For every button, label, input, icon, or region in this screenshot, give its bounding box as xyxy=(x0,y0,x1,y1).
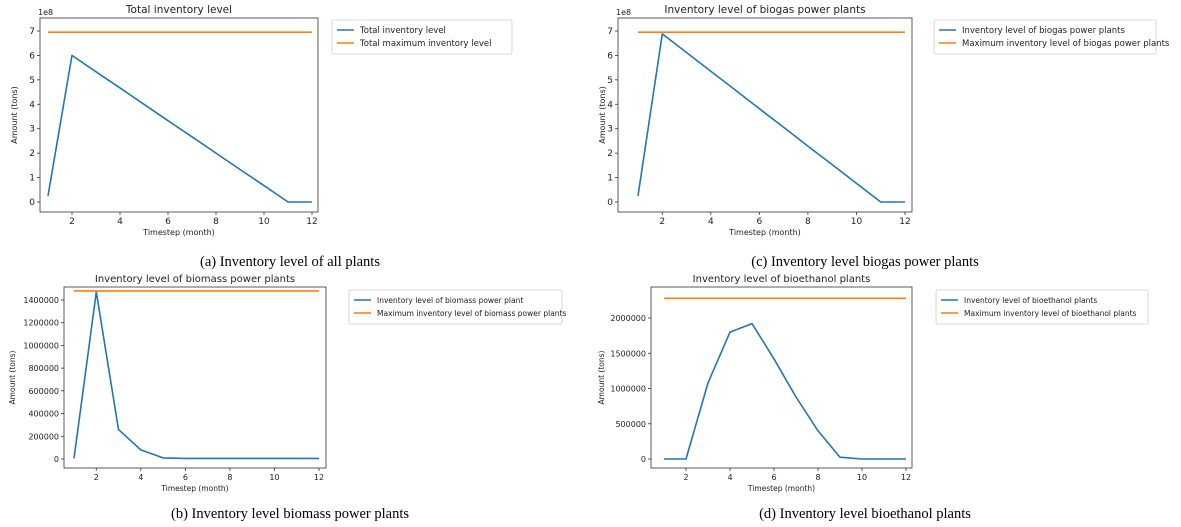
x-tick-label-c-8: 8 xyxy=(805,217,811,227)
y-axis-label-b: Amount (tons) xyxy=(8,350,17,404)
y-tick-label-c-2: 2 xyxy=(607,149,613,159)
legend-label-c-0: Inventory level of biogas power plants xyxy=(962,26,1125,36)
y-tick-label-d-0: 0 xyxy=(641,455,646,464)
chart-title-a: Total inventory level xyxy=(125,4,232,16)
x-tick-label-a-12: 12 xyxy=(306,217,317,227)
x-tick-label-b-4: 4 xyxy=(138,473,143,482)
legend-label-d-0: Inventory level of bioethanol plants xyxy=(964,296,1097,305)
axes-frame-a xyxy=(39,17,319,213)
y-tick-label-d-4: 2000000 xyxy=(610,314,646,323)
y-tick-label-c-7: 7 xyxy=(607,27,613,37)
chart-c: Inventory level of biogas power plants 1e… xyxy=(598,4,1170,237)
x-tick-label-a-2: 2 xyxy=(69,217,75,227)
x-axis-label-a: Timestep (month) xyxy=(142,228,215,237)
y-tick-label-a-5: 5 xyxy=(29,76,35,86)
legend-box-c xyxy=(933,19,1157,55)
x-tick-label-b-2: 2 xyxy=(94,473,99,482)
x-tick-label-c-10: 10 xyxy=(851,217,863,227)
chart-b: Inventory level of biomass power plants 2… xyxy=(8,274,566,493)
chart-title-d: Inventory level of bioethanol plants xyxy=(693,274,871,285)
y-tick-label-b-1: 200000 xyxy=(28,432,59,441)
y-tick-label-a-3: 3 xyxy=(29,125,35,135)
y-tick-label-b-6: 1200000 xyxy=(23,319,59,328)
y-tick-label-c-1: 1 xyxy=(607,174,613,184)
x-tick-label-c-4: 4 xyxy=(708,217,714,227)
x-tick-label-c-12: 12 xyxy=(899,217,910,227)
x-tick-label-b-6: 6 xyxy=(183,473,188,482)
y-tick-label-b-4: 800000 xyxy=(28,364,59,373)
legend-label-b-1: Maximum inventory level of biomass power… xyxy=(377,309,566,318)
axes-frame-c xyxy=(617,17,913,213)
y-tick-label-c-5: 5 xyxy=(607,76,613,86)
y-tick-label-c-6: 6 xyxy=(607,51,613,61)
legend-label-c-1: Maximum inventory level of biogas power … xyxy=(962,39,1170,49)
x-tick-label-a-6: 6 xyxy=(165,217,171,227)
caption-a: (a) Inventory level of all plants xyxy=(200,254,380,270)
x-tick-label-a-10: 10 xyxy=(258,217,270,227)
x-tick-label-b-10: 10 xyxy=(269,473,279,482)
x-tick-label-d-2: 2 xyxy=(683,473,688,482)
x-tick-label-b-8: 8 xyxy=(227,473,232,482)
legend-box-d xyxy=(935,289,1149,325)
caption-b: (b) Inventory level biomass power plants xyxy=(171,506,409,522)
legend-label-a-1: Total maximum inventory level xyxy=(359,39,491,49)
y-tick-label-b-0: 0 xyxy=(54,455,59,464)
series-line-b-0 xyxy=(73,291,319,460)
axes-frame-d xyxy=(650,286,913,469)
series-line-a-0 xyxy=(47,54,312,203)
x-tick-label-d-12: 12 xyxy=(901,473,911,482)
x-tick-label-a-8: 8 xyxy=(213,217,219,227)
y-tick-label-c-4: 4 xyxy=(607,100,613,110)
x-tick-label-b-12: 12 xyxy=(314,473,324,482)
x-tick-label-c-2: 2 xyxy=(659,217,665,227)
y-axis-label-c: Amount (tons) xyxy=(598,86,607,144)
y-tick-label-b-5: 1000000 xyxy=(23,341,59,350)
y-tick-label-a-2: 2 xyxy=(29,149,35,159)
chart-title-c: Inventory level of biogas power plants xyxy=(664,4,865,16)
x-tick-label-d-10: 10 xyxy=(857,473,867,482)
caption-d: (d) Inventory level bioethanol plants xyxy=(759,506,971,522)
y-tick-label-b-7: 1400000 xyxy=(23,296,59,305)
x-tick-label-c-6: 6 xyxy=(756,217,762,227)
y-tick-label-a-0: 0 xyxy=(29,198,35,208)
series-line-c-0 xyxy=(637,33,905,203)
y-tick-label-b-3: 600000 xyxy=(28,387,59,396)
caption-c: (c) Inventory level biogas power plants xyxy=(751,254,979,270)
legend-label-a-0: Total inventory level xyxy=(359,26,446,36)
y-tick-label-a-4: 4 xyxy=(29,100,35,110)
exponent-label-c: 1e8 xyxy=(616,8,631,17)
legend-box-a xyxy=(331,19,513,55)
x-tick-label-d-4: 4 xyxy=(727,473,732,482)
y-tick-label-b-2: 400000 xyxy=(28,410,59,419)
y-tick-label-c-0: 0 xyxy=(607,198,613,208)
y-tick-label-d-2: 1000000 xyxy=(610,385,646,394)
chart-d: Inventory level of bioethanol plants 2 4 6 8… xyxy=(597,274,1149,493)
x-tick-label-a-4: 4 xyxy=(117,217,123,227)
legend-box-b xyxy=(348,289,563,325)
legend-label-b-0: Inventory level of biomass power plant xyxy=(377,296,523,305)
y-tick-label-c-3: 3 xyxy=(607,125,613,135)
x-axis-label-d: Timestep (month) xyxy=(747,484,815,493)
y-tick-label-a-6: 6 xyxy=(29,51,35,61)
legend-label-d-1: Maximum inventory level of bioethanol pl… xyxy=(964,309,1137,318)
axes-frame-b xyxy=(63,286,327,469)
x-axis-label-c: Timestep (month) xyxy=(728,228,801,237)
x-tick-label-d-6: 6 xyxy=(771,473,776,482)
y-tick-label-d-3: 1500000 xyxy=(610,349,646,358)
series-line-d-0 xyxy=(664,322,906,460)
x-tick-label-d-8: 8 xyxy=(815,473,820,482)
y-axis-label-a: Amount (tons) xyxy=(10,86,19,144)
y-axis-label-d: Amount (tons) xyxy=(597,350,606,404)
y-tick-label-d-1: 500000 xyxy=(615,420,646,429)
exponent-label-a: 1e8 xyxy=(38,8,53,17)
chart-title-b: Inventory level of biomass power plants xyxy=(95,274,295,285)
y-tick-label-a-7: 7 xyxy=(29,27,35,37)
y-tick-label-a-1: 1 xyxy=(29,174,35,184)
x-axis-label-b: Timestep (month) xyxy=(160,484,228,493)
